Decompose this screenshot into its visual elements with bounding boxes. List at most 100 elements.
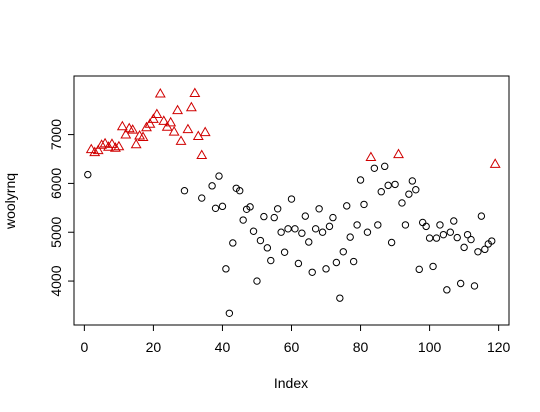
data-point-circle [401,221,410,229]
data-point-triangle [151,108,163,119]
data-point-circle [412,186,420,194]
data-point-circle [474,248,482,256]
data-point-circle [418,218,427,227]
x-axis-title: Index [274,375,308,391]
y-tick-label: 7000 [48,119,64,150]
data-point-circle [339,248,347,256]
data-point-triangle [127,124,139,134]
data-point-circle [408,177,417,185]
data-point-circle [370,164,379,172]
data-point-triangle [103,141,114,151]
data-point-circle [180,187,189,195]
data-point-triangle [393,148,404,159]
data-point-circle [481,245,489,254]
data-point-circle [267,256,275,265]
data-point-triangle [116,120,128,131]
data-point-circle [222,265,230,273]
data-point-circle [453,233,461,242]
data-point-circle [488,237,496,245]
data-point-circle [273,205,282,213]
data-point-circle [280,248,289,256]
data-point-circle [225,309,234,317]
data-point-triangle [106,138,118,148]
data-point-circle [377,188,385,196]
data-point-triangle [196,149,208,160]
data-point-circle [363,228,372,236]
data-point-circle [422,222,430,231]
data-point-circle [211,204,220,213]
data-point-circle [229,239,237,247]
data-point-triangle [96,139,108,149]
data-point-triangle [130,138,142,149]
data-point-triangle [185,101,197,112]
data-point-circle [443,286,451,294]
data-point-triangle [172,104,184,115]
data-point-circle [470,282,479,290]
data-point-circle [429,262,437,271]
data-point-circle [305,238,313,246]
y-axis-title: woolyrnq [2,173,18,230]
y-tick-label: 5000 [48,216,64,247]
data-point-triangle [154,87,166,98]
x-tick-label: 120 [487,339,511,355]
data-point-circle [384,181,392,190]
data-point-triangle [189,87,201,98]
data-point-circle [405,190,413,198]
x-tick-label: 0 [80,339,88,355]
data-point-circle [332,258,341,267]
data-point-circle [246,203,254,211]
data-point-circle [360,200,368,209]
data-point-circle [349,257,358,266]
data-point-circle [446,228,455,236]
data-point-triangle [365,151,377,161]
data-point-triangle [144,118,156,128]
data-point-circle [215,172,223,180]
data-point-circle [325,222,334,231]
x-tick-label: 60 [284,339,300,355]
data-point-circle [298,229,306,237]
data-point-triangle [182,123,194,134]
data-point-circle [425,234,434,242]
data-point-circle [236,187,244,195]
data-point-circle [432,234,441,242]
y-axis: 4000 5000 6000 7000 [48,119,74,297]
data-point-triangle [489,158,501,168]
data-point-circle [308,268,316,276]
data-point-circle [460,243,468,252]
data-point-circle [253,277,261,285]
data-point-circle [439,230,448,239]
data-point-circle [218,202,227,211]
data-point-triangle [141,121,152,132]
data-point-circle [263,244,272,252]
data-point-circle [249,227,258,235]
data-point-circle [256,236,265,245]
data-point-circle [346,233,354,241]
plot-frame [73,75,510,326]
x-tick-label: 40 [215,339,231,355]
data-point-circle [301,212,310,220]
x-tick-label: 20 [146,339,162,355]
data-point-circle [329,213,337,222]
data-point-circle [277,228,285,236]
data-point-circle [336,294,344,302]
data-point-circle [477,212,486,220]
data-point-triangle [168,126,180,136]
data-point-circle [84,170,92,179]
data-point-triangle [199,126,211,137]
data-point-circle [260,212,268,221]
data-point-circle [287,195,296,203]
data-point-circle [343,202,351,210]
data-point-circle [353,221,361,229]
data-points [84,87,501,317]
data-point-circle [463,230,472,239]
data-point-circle [315,205,323,213]
data-point-circle [284,225,292,233]
data-point-circle [198,194,206,202]
data-point-triangle [147,113,159,123]
data-point-circle [387,238,396,247]
data-point-circle [467,235,475,244]
data-point-circle [270,213,278,222]
data-point-circle [436,221,444,229]
data-point-circle [398,199,406,207]
data-point-circle [318,228,327,236]
